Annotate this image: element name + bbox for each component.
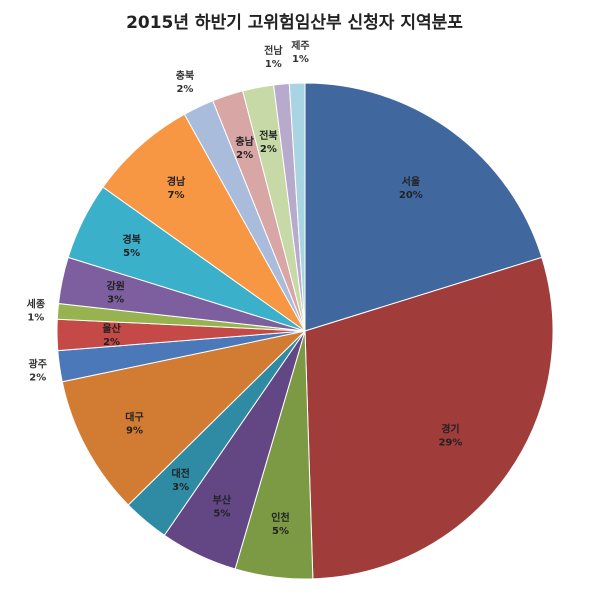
slice-label: 세종	[27, 298, 45, 311]
slice-label: 충남	[235, 135, 254, 148]
slice-value-label: 2%	[176, 84, 193, 95]
pie-slice	[304, 256, 554, 580]
slice-label: 서울	[402, 175, 420, 188]
slice-label: 제주	[291, 39, 309, 52]
pie-slice	[102, 113, 306, 332]
pie-slice	[288, 82, 306, 332]
slice-value-label: 3%	[172, 482, 189, 493]
slice-label: 부산	[213, 494, 232, 507]
slice-value-label: 5%	[272, 526, 289, 537]
slice-label: 전북	[259, 129, 277, 142]
slice-value-label: 7%	[168, 190, 185, 201]
slice-label: 강원	[106, 279, 124, 292]
slice-value-label: 9%	[126, 425, 143, 436]
slice-label: 경북	[122, 233, 140, 246]
slice-value-label: 20%	[399, 190, 423, 201]
slice-label: 경남	[167, 175, 186, 188]
slice-value-label: 2%	[260, 144, 277, 155]
pie-slice	[304, 82, 543, 332]
slice-value-label: 3%	[107, 294, 124, 305]
slice-label: 울산	[102, 322, 121, 335]
slice-value-label: 2%	[29, 372, 46, 383]
slice-value-label: 5%	[123, 248, 140, 259]
slice-value-label: 1%	[27, 313, 44, 324]
pie-slice	[61, 330, 307, 506]
slice-label: 충북	[176, 69, 194, 82]
slice-value-label: 1%	[265, 59, 282, 70]
slice-label: 광주	[29, 358, 47, 370]
slice-label: 대전	[171, 467, 189, 480]
slice-value-label: 2%	[236, 150, 253, 161]
slice-label: 인천	[271, 511, 289, 524]
slice-label: 전남	[264, 44, 283, 57]
slice-value-label: 29%	[438, 438, 462, 449]
chart-title: 2015년 하반기 고위험임산부 신청자 지역분포	[126, 13, 463, 33]
slice-value-label: 5%	[213, 509, 230, 520]
slice-label: 대구	[125, 410, 143, 423]
slice-value-label: 2%	[103, 337, 120, 348]
slice-label: 경기	[441, 423, 459, 436]
slice-value-label: 1%	[292, 54, 309, 65]
